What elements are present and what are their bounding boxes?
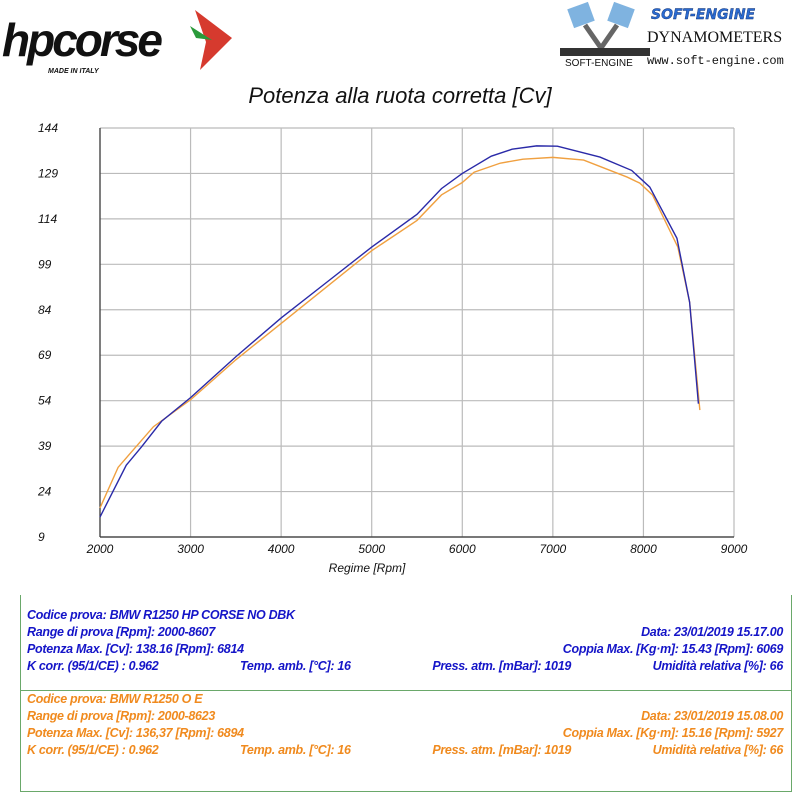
y-tick-label: 84: [38, 303, 52, 317]
test-max-power: Potenza Max. [Cv]: 136,37 [Rpm]: 6894: [27, 726, 244, 740]
svg-text:MADE IN ITALY: MADE IN ITALY: [48, 68, 100, 75]
test-panel-2: Codice prova: BMW R1250 O E Range di pro…: [20, 691, 792, 792]
y-tick-label: 114: [38, 212, 57, 226]
x-tick-label: 7000: [540, 542, 567, 556]
y-tick-label: 69: [38, 348, 52, 362]
test-max-power: Potenza Max. [Cv]: 138.16 [Rpm]: 6814: [27, 642, 244, 656]
test-range: Range di prova [Rpm]: 2000-8607: [27, 625, 215, 639]
y-tick-label: 54: [38, 394, 52, 408]
test-kcorr: K corr. (95/1/CE) : 0.962: [27, 659, 159, 673]
softengine-logo: SOFT-ENGINE DYNAMOMETERS SOFT-ENGINE www…: [560, 1, 784, 69]
test-panel-1: Codice prova: BMW R1250 HP CORSE NO DBK …: [20, 595, 792, 691]
test-temp: Temp. amb. [°C]: 16: [240, 743, 351, 757]
x-tick-label: 6000: [449, 542, 476, 556]
x-tick-label: 8000: [630, 542, 657, 556]
y-tick-label: 39: [38, 439, 52, 453]
test-pressure: Press. atm. [mBar]: 1019: [432, 659, 572, 673]
chart-title: Potenza alla ruota corretta [Cv]: [248, 83, 552, 108]
x-tick-label: 2000: [86, 542, 114, 556]
svg-text:www.soft-engine.com: www.soft-engine.com: [647, 54, 784, 68]
y-tick-label: 144: [38, 121, 58, 135]
test-max-torque: Coppia Max. [Kg·m]: 15.16 [Rpm]: 5927: [562, 726, 784, 740]
x-tick-label: 5000: [358, 542, 385, 556]
x-tick-label: 9000: [721, 542, 748, 556]
svg-text:hpcorse: hpcorse: [2, 14, 162, 66]
x-tick-label: 4000: [268, 542, 295, 556]
test-date: Data: 23/01/2019 15.08.00: [641, 709, 783, 723]
test-temp: Temp. amb. [°C]: 16: [240, 659, 351, 673]
test-max-torque: Coppia Max. [Kg·m]: 15.43 [Rpm]: 6069: [562, 642, 784, 656]
test-range: Range di prova [Rpm]: 2000-8623: [27, 709, 215, 723]
test-kcorr: K corr. (95/1/CE) : 0.962: [27, 743, 159, 757]
power-chart: 2000 3000 4000 5000 6000 7000 8000 9000 9 24 39 54 6…: [37, 121, 748, 575]
test-code: Codice prova: BMW R1250 O E: [27, 692, 203, 706]
y-tick-label: 129: [38, 166, 58, 180]
series-line-1: [99, 145, 700, 518]
y-tick-label: 24: [37, 485, 52, 499]
test-pressure: Press. atm. [mBar]: 1019: [432, 743, 572, 757]
test-date: Data: 23/01/2019 15.17.00: [641, 625, 783, 639]
series-line-2: [99, 156, 701, 509]
svg-text:SOFT-ENGINE: SOFT-ENGINE: [651, 7, 756, 23]
test-humidity: Umidità relativa [%]: 66: [652, 659, 784, 673]
test-code: Codice prova: BMW R1250 HP CORSE NO DBK: [27, 608, 295, 622]
hpcorse-logo: hpcorse MADE IN ITALY: [2, 10, 232, 75]
y-tick-label: 9: [38, 530, 45, 544]
test-humidity: Umidità relativa [%]: 66: [652, 743, 784, 757]
x-axis-label: Regime [Rpm]: [329, 561, 406, 575]
svg-text:DYNAMOMETERS: DYNAMOMETERS: [647, 29, 782, 46]
y-tick-label: 99: [38, 257, 52, 271]
svg-text:SOFT-ENGINE: SOFT-ENGINE: [565, 58, 633, 69]
x-tick-label: 3000: [177, 542, 204, 556]
